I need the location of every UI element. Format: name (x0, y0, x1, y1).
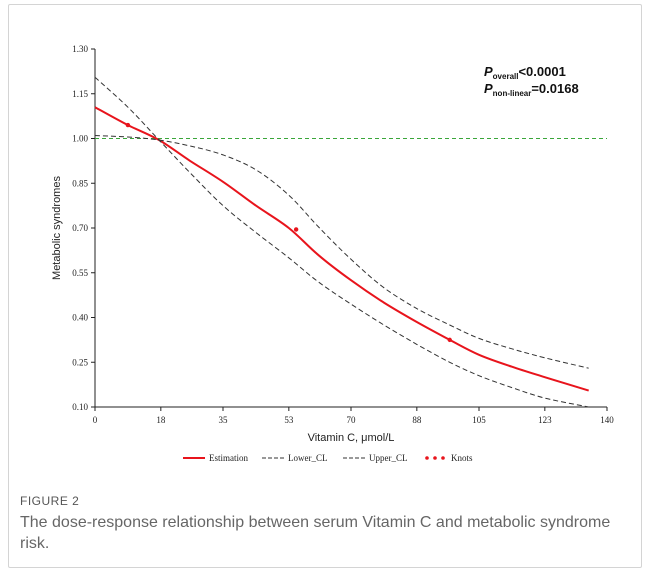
x-tick-label: 105 (472, 415, 486, 425)
p-value-annotation: Pnon-linear=0.0168 (484, 81, 579, 98)
legend-label: Estimation (209, 453, 248, 463)
x-tick-label: 140 (600, 415, 614, 425)
series-line-estimation (94, 106, 589, 392)
legend-knot-marker (433, 456, 437, 460)
legend-knot-marker (425, 456, 429, 460)
y-tick-label: 0.70 (72, 223, 88, 233)
x-tick-label: 88 (412, 415, 422, 425)
x-tick-label: 123 (538, 415, 552, 425)
p-value-annotation: Poverall<0.0001 (484, 64, 566, 81)
series-line-lower-cl (94, 76, 589, 408)
figure-label: FIGURE 2 (20, 494, 80, 508)
legend-label: Upper_CL (369, 453, 408, 463)
y-tick-label: 1.15 (72, 89, 88, 99)
y-tick-label: 0.85 (72, 178, 88, 188)
x-tick-label: 0 (93, 415, 98, 425)
figure-frame (8, 4, 642, 568)
figure-caption: The dose-response relationship between s… (20, 514, 611, 552)
series-line-upper-cl (94, 135, 589, 369)
x-tick-label: 70 (347, 415, 357, 425)
y-tick-label: 1.00 (72, 134, 88, 144)
legend-knot-marker (441, 456, 445, 460)
dose-response-chart: 0.10 0.25 0.40 0.55 0.70 0.85 1.00 1.15 1.30 0 18 3… (51, 44, 614, 463)
legend-label: Knots (451, 453, 473, 463)
y-tick-label: 0.10 (72, 402, 88, 412)
x-tick-label: 18 (156, 415, 166, 425)
y-tick-label: 0.40 (72, 313, 88, 323)
y-tick-label: 1.30 (72, 44, 88, 54)
y-axis-title: Metabolic syndromes (51, 176, 63, 280)
y-tick-label: 0.55 (72, 268, 88, 278)
x-axis-title: Vitamin C, μmol/L (308, 432, 395, 444)
x-tick-label: 53 (284, 415, 294, 425)
y-tick-label: 0.25 (72, 357, 88, 367)
knot-point (447, 337, 452, 343)
knot-point (293, 227, 299, 232)
legend-label: Lower_CL (288, 453, 328, 463)
x-tick-label: 35 (219, 415, 229, 425)
knot-point (125, 122, 131, 128)
